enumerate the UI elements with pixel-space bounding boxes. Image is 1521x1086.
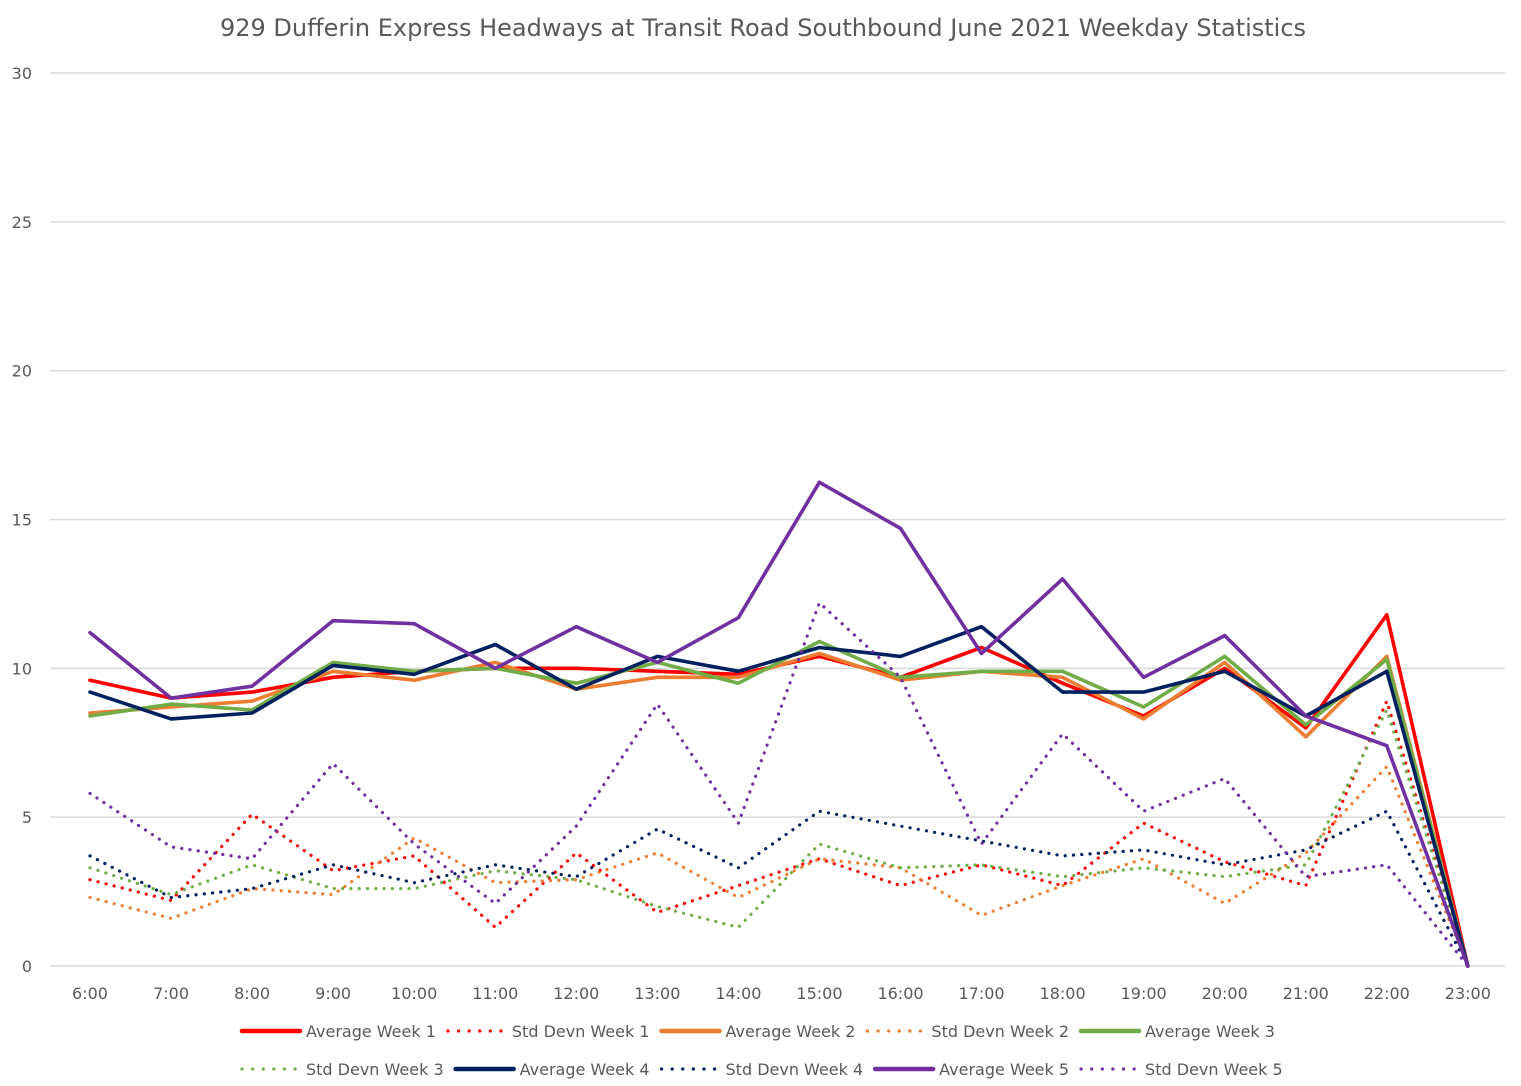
legend-label: Std Devn Week 3 (306, 1060, 444, 1079)
x-tick-label: 9:00 (315, 984, 351, 1003)
series-line-std-devn-week-5 (88, 601, 1470, 968)
series-line-std-devn-week-1 (88, 699, 1470, 968)
series-line-average-week-3 (88, 639, 1470, 968)
legend-item: Std Devn Week 2 (865, 1022, 1069, 1041)
y-tick-label: 30 (12, 64, 32, 83)
legend: Average Week 1 Std Devn Week 1 Average Wee… (239, 1022, 1283, 1079)
y-axis-ticks: 0 5 10 15 20 25 30 (12, 64, 32, 976)
legend-item: Std Devn Week 5 (1079, 1060, 1283, 1079)
x-tick-label: 12:00 (553, 984, 599, 1003)
x-tick-label: 18:00 (1040, 984, 1086, 1003)
legend-label: Std Devn Week 4 (726, 1060, 864, 1079)
y-tick-label: 25 (12, 213, 32, 232)
legend-item: Average Week 5 (872, 1060, 1069, 1079)
legend-label: Std Devn Week 1 (512, 1022, 650, 1041)
y-tick-label: 10 (12, 659, 32, 678)
x-tick-label: 11:00 (472, 984, 518, 1003)
legend-item: Average Week 4 (453, 1060, 650, 1079)
series-line-average-week-4 (88, 624, 1470, 968)
x-tick-label: 8:00 (234, 984, 270, 1003)
x-tick-label: 22:00 (1364, 984, 1410, 1003)
y-tick-label: 15 (12, 511, 32, 530)
series-line-std-devn-week-3 (88, 708, 1470, 968)
legend-item: Std Devn Week 4 (659, 1060, 864, 1079)
series-line-average-week-1 (88, 612, 1470, 968)
legend-label: Average Week 5 (939, 1060, 1069, 1079)
legend-label: Std Devn Week 2 (931, 1022, 1069, 1041)
series-lines (88, 480, 1470, 968)
legend-item: Std Devn Week 3 (240, 1060, 444, 1079)
x-tick-label: 13:00 (634, 984, 680, 1003)
legend-item: Std Devn Week 1 (446, 1022, 650, 1041)
legend-label: Std Devn Week 5 (1145, 1060, 1283, 1079)
x-axis-ticks: 6:00 7:00 8:00 9:00 10:00 11:00 12:00 13:00 14:0… (72, 984, 1491, 1003)
legend-label: Average Week 2 (726, 1022, 856, 1041)
x-tick-label: 14:00 (715, 984, 761, 1003)
x-tick-label: 17:00 (958, 984, 1004, 1003)
legend-item: Average Week 2 (659, 1022, 856, 1041)
legend-item: Average Week 1 (239, 1022, 436, 1041)
series-line-std-devn-week-2 (88, 764, 1470, 968)
series-line-average-week-2 (88, 651, 1470, 968)
y-tick-label: 0 (22, 957, 32, 976)
legend-label: Average Week 1 (306, 1022, 436, 1041)
x-tick-label: 10:00 (391, 984, 437, 1003)
y-tick-label: 5 (22, 808, 32, 827)
x-tick-label: 19:00 (1121, 984, 1167, 1003)
x-tick-label: 21:00 (1283, 984, 1329, 1003)
gridlines (50, 72, 1505, 967)
x-tick-label: 7:00 (153, 984, 189, 1003)
y-tick-label: 20 (12, 362, 32, 381)
x-tick-label: 6:00 (72, 984, 108, 1003)
x-tick-label: 15:00 (796, 984, 842, 1003)
legend-label: Average Week 4 (520, 1060, 650, 1079)
x-tick-label: 20:00 (1202, 984, 1248, 1003)
legend-label: Average Week 3 (1145, 1022, 1275, 1041)
x-tick-label: 16:00 (877, 984, 923, 1003)
series-line-std-devn-week-4 (88, 809, 1470, 968)
series-line-average-week-5 (88, 480, 1470, 968)
x-tick-label: 23:00 (1445, 984, 1491, 1003)
legend-item: Average Week 3 (1078, 1022, 1275, 1041)
chart-title: 929 Dufferin Express Headways at Transit… (220, 14, 1306, 42)
